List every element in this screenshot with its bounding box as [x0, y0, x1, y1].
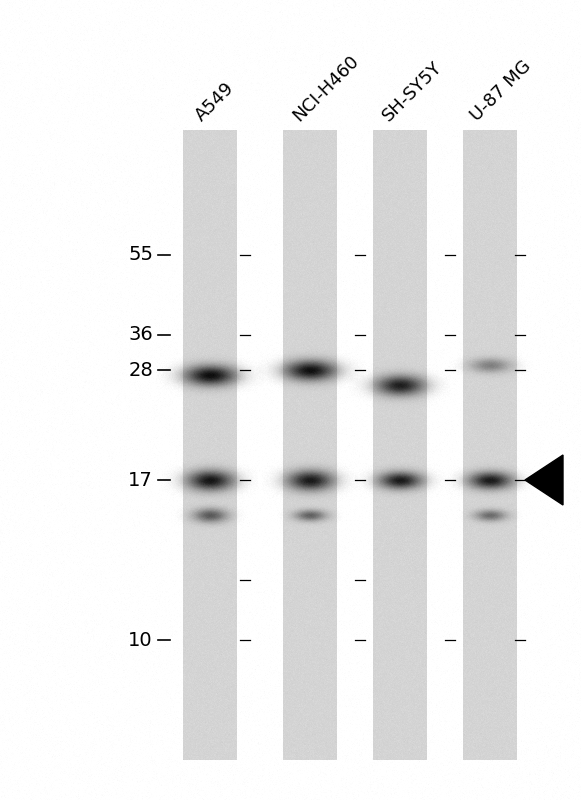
Text: U-87 MG: U-87 MG: [467, 58, 535, 125]
Text: 17: 17: [128, 470, 153, 490]
Text: 28: 28: [128, 361, 153, 379]
Polygon shape: [525, 455, 563, 505]
Text: 36: 36: [128, 326, 153, 345]
Text: A549: A549: [192, 79, 238, 125]
Text: SH-SY5Y: SH-SY5Y: [379, 58, 446, 125]
Text: 10: 10: [128, 630, 153, 650]
Text: 55: 55: [128, 246, 153, 265]
Text: NCI-H460: NCI-H460: [289, 52, 363, 125]
